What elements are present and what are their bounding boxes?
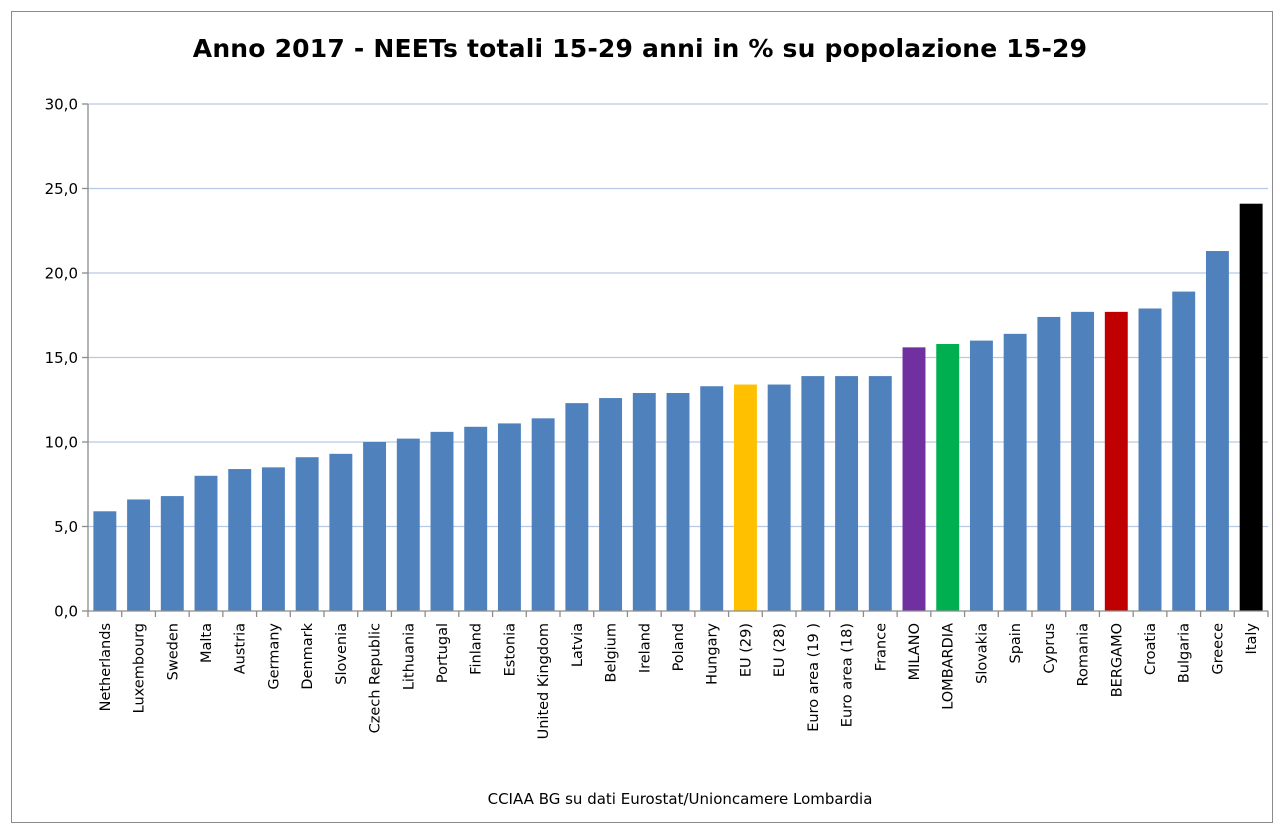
bar-denmark	[295, 457, 319, 611]
x-tick-label: Poland	[671, 623, 687, 671]
y-tick-label: 20,0	[45, 265, 78, 283]
x-tick-label: LOMBARDIA	[941, 623, 957, 710]
bar-italy	[1239, 203, 1263, 611]
bar-sweden	[160, 496, 184, 611]
bar-slovenia	[329, 453, 353, 611]
x-tick-label: Slovakia	[974, 623, 990, 684]
x-tick-label: BERGAMO	[1109, 623, 1125, 697]
x-tick-label: Sweden	[165, 623, 181, 680]
x-tick-label: Austria	[233, 623, 249, 674]
x-tick-label: Finland	[469, 623, 485, 675]
bar-ireland	[632, 392, 656, 611]
x-tick-label: Estonia	[502, 623, 518, 676]
x-tick-label: Luxembourg	[132, 623, 148, 713]
bar-eu-28	[767, 384, 791, 611]
x-tick-label: Czech Republic	[368, 623, 384, 733]
x-tick-label: EU (28)	[772, 623, 788, 677]
x-tick-label: Cyprus	[1042, 623, 1058, 674]
x-tick-labels: Netherlands Luxembourg Sweden Malta Austria G…	[98, 622, 1260, 739]
y-tick-label: 30,0	[45, 96, 78, 114]
bar-romania	[1071, 311, 1095, 611]
y-tick-label: 15,0	[45, 349, 78, 367]
bar-luxembourg	[127, 499, 151, 611]
y-tick-label: 25,0	[45, 180, 78, 198]
bar-slovakia	[969, 340, 993, 611]
x-tick-label: Denmark	[300, 622, 316, 689]
bar-bergamo	[1104, 311, 1128, 611]
bar-croatia	[1138, 308, 1162, 611]
bar-euro-area-19	[801, 376, 825, 611]
x-tick-label: Bulgaria	[1177, 623, 1193, 683]
x-tick-label: EU (29)	[738, 623, 754, 677]
bar-estonia	[497, 423, 521, 611]
bar-germany	[261, 467, 285, 611]
source-note: CCIAA BG su dati Eurostat/Unioncamere Lo…	[487, 790, 873, 808]
x-tick-label: Croatia	[1143, 623, 1159, 675]
bar-lombardia	[936, 343, 960, 611]
y-tick-label: 0,0	[54, 603, 78, 621]
bar-euro-area-18	[835, 376, 859, 611]
bar-latvia	[565, 403, 589, 611]
x-tick-label: Slovenia	[334, 623, 350, 685]
x-tick-label: Romania	[1076, 623, 1092, 686]
x-tick-label: France	[873, 623, 889, 671]
bar-bulgaria	[1172, 291, 1196, 611]
bar-united-kingdom	[531, 418, 555, 611]
x-tick-label: Euro area (19 )	[806, 623, 822, 732]
y-tick-label: 10,0	[45, 434, 78, 452]
x-tick-label: Hungary	[705, 623, 721, 685]
axes	[82, 103, 1269, 617]
bar-finland	[464, 426, 488, 611]
x-tick-label: MILANO	[907, 623, 923, 680]
x-tick-label: Ireland	[637, 623, 653, 673]
bar-poland	[666, 392, 690, 611]
x-tick-label: Germany	[266, 623, 282, 690]
x-tick-label: Belgium	[604, 623, 620, 682]
y-tick-label: 5,0	[54, 518, 78, 536]
bar-eu-29	[733, 384, 757, 611]
bar-portugal	[430, 431, 454, 611]
bar-france	[868, 376, 892, 611]
bar-belgium	[599, 398, 623, 611]
x-tick-label: Spain	[1008, 623, 1024, 664]
bar-netherlands	[93, 511, 117, 611]
bar-spain	[1003, 333, 1027, 611]
bar-lithuania	[396, 438, 420, 611]
x-tick-label: Latvia	[570, 623, 586, 667]
x-tick-label: Malta	[199, 623, 215, 663]
x-tick-label: Euro area (18)	[840, 623, 856, 727]
bar-greece	[1205, 251, 1229, 611]
x-tick-label: Greece	[1210, 623, 1226, 675]
y-tick-labels: 0,0 5,0 10,0 15,0 20,0 25,0 30,0	[45, 96, 78, 621]
bar-czech-republic	[363, 442, 387, 611]
x-tick-label: Italy	[1244, 623, 1260, 655]
bars	[93, 203, 1263, 611]
x-tick-label: Netherlands	[98, 623, 114, 711]
bar-malta	[194, 475, 218, 611]
chart-title: Anno 2017 - NEETs totali 15-29 anni in %…	[192, 34, 1088, 63]
bar-milano	[902, 347, 926, 611]
x-tick-label: Lithuania	[401, 623, 417, 690]
bar-cyprus	[1037, 316, 1061, 611]
x-tick-label: United Kingdom	[536, 623, 552, 739]
bar-hungary	[700, 386, 724, 611]
bar-austria	[228, 469, 252, 611]
x-tick-label: Portugal	[435, 623, 451, 683]
